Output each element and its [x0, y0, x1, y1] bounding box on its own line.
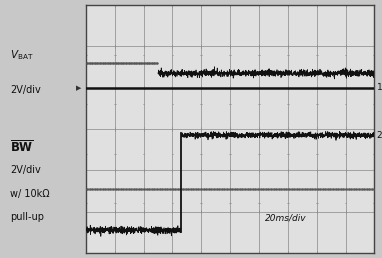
Text: $V_{\mathrm{BAT}}$: $V_{\mathrm{BAT}}$: [10, 48, 34, 62]
Text: pull-up: pull-up: [10, 212, 44, 222]
Text: 2V/div: 2V/div: [10, 85, 41, 95]
Text: 2V/div: 2V/div: [10, 165, 41, 175]
Text: 20ms/div: 20ms/div: [265, 213, 306, 222]
Text: 1: 1: [377, 83, 382, 92]
Text: ▶: ▶: [76, 85, 82, 91]
Text: $\overline{\mathbf{BW}}$: $\overline{\mathbf{BW}}$: [10, 139, 34, 155]
Text: 2: 2: [377, 131, 382, 140]
Text: w/ 10kΩ: w/ 10kΩ: [10, 189, 50, 199]
